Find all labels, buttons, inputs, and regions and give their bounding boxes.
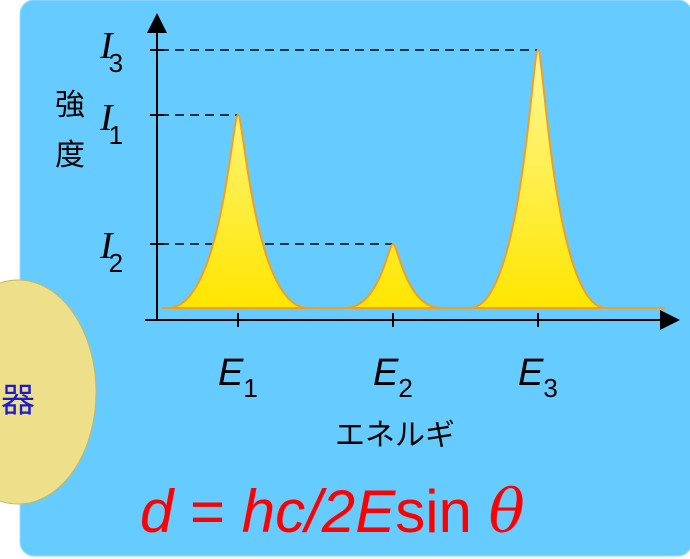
text-part: E [518, 352, 544, 394]
panel [20, 0, 690, 556]
text-part: 2 [109, 248, 123, 278]
text-part: E [373, 352, 399, 394]
text-part: 3 [109, 48, 123, 78]
text-part: θ [489, 477, 525, 547]
text-part: E [355, 478, 396, 545]
text-part: 1 [243, 373, 257, 403]
text-part: sin [395, 478, 488, 545]
y-axis-label: 度 [55, 138, 85, 173]
x-axis-label: エネルギ [335, 418, 455, 453]
text-part: E [218, 352, 244, 394]
text-part: 2 [398, 373, 412, 403]
text-part: hc/2 [242, 478, 355, 545]
diagram: 器 強 度 I3 I1 I2 E1 E2 E3 エネルギ d = hc/2Esi… [0, 0, 690, 559]
y-axis-label: 強 [55, 88, 85, 123]
text-part: = [173, 478, 241, 545]
formula: d = hc/2Esin θ [140, 477, 525, 547]
side-label: 器 [1, 381, 35, 421]
text-part: d [140, 478, 175, 545]
text-part: 1 [109, 120, 123, 150]
text-part: 3 [543, 373, 557, 403]
